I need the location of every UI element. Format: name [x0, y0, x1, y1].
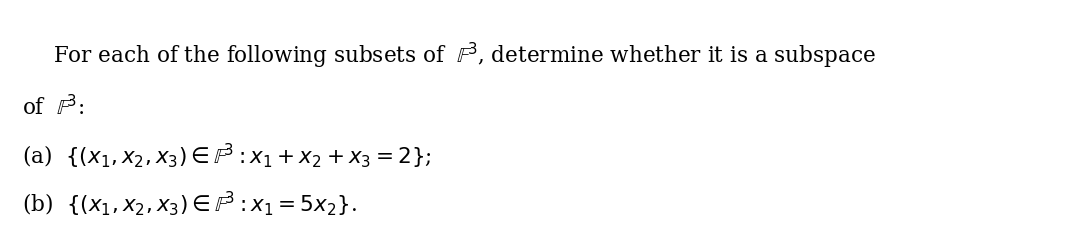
Text: For each of the following subsets of  $\mathbb{F}^3$, determine whether it is a : For each of the following subsets of $\m… [54, 40, 876, 70]
Text: (a)  $\{(x_1, x_2, x_3) \in \mathbb{F}^3: x_1 + x_2 + x_3 = 2\}$;: (a) $\{(x_1, x_2, x_3) \in \mathbb{F}^3:… [23, 142, 432, 171]
Text: of  $\mathbb{F}^3$:: of $\mathbb{F}^3$: [23, 94, 84, 119]
Text: (b)  $\{(x_1, x_2, x_3) \in \mathbb{F}^3: x_1 = 5x_2\}$.: (b) $\{(x_1, x_2, x_3) \in \mathbb{F}^3:… [23, 189, 357, 218]
